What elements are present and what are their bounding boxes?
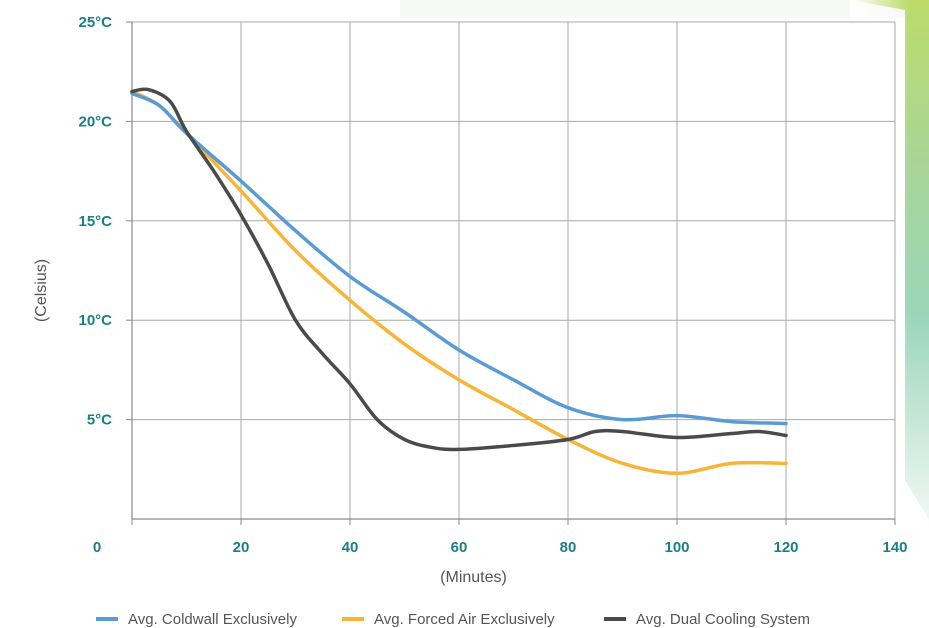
- y-tick-label: 10°C: [78, 312, 112, 329]
- legend-label: Avg. Dual Cooling System: [636, 611, 810, 628]
- x-tick-label: 100: [664, 539, 689, 556]
- y-tick-label: 5°C: [87, 412, 112, 429]
- legend-item: Avg. Coldwall Exclusively: [96, 611, 297, 628]
- y-tick-label: 15°C: [78, 213, 112, 230]
- series-line-2: [130, 87, 788, 452]
- x-tick-label: 80: [560, 539, 577, 556]
- y-tick-label: 20°C: [78, 113, 112, 130]
- x-tick-label: 60: [451, 539, 468, 556]
- x-tick-label: 0: [93, 539, 101, 556]
- x-tick-label: 120: [773, 539, 798, 556]
- legend-label: Avg. Coldwall Exclusively: [128, 611, 297, 628]
- legend-label: Avg. Forced Air Exclusively: [374, 611, 555, 628]
- y-tick-label: 25°C: [78, 14, 112, 31]
- x-tick-label: 40: [342, 539, 359, 556]
- x-tick-label: 140: [882, 539, 907, 556]
- axes: [126, 21, 896, 525]
- x-tick-label: 20: [233, 539, 250, 556]
- y-axis-label: (Celsius): [33, 259, 50, 322]
- tick-labels: 0 20 40 60 80 100 120 140 5°C 10°C 15°C 20°C 25°C: [78, 14, 907, 556]
- x-axis-label: (Minutes): [440, 569, 507, 586]
- legend: Avg. Coldwall Exclusively Avg. Forced Air…: [96, 611, 810, 628]
- legend-item: Avg. Dual Cooling System: [604, 611, 810, 628]
- legend-item: Avg. Forced Air Exclusively: [342, 611, 555, 628]
- series-lines: [130, 87, 788, 476]
